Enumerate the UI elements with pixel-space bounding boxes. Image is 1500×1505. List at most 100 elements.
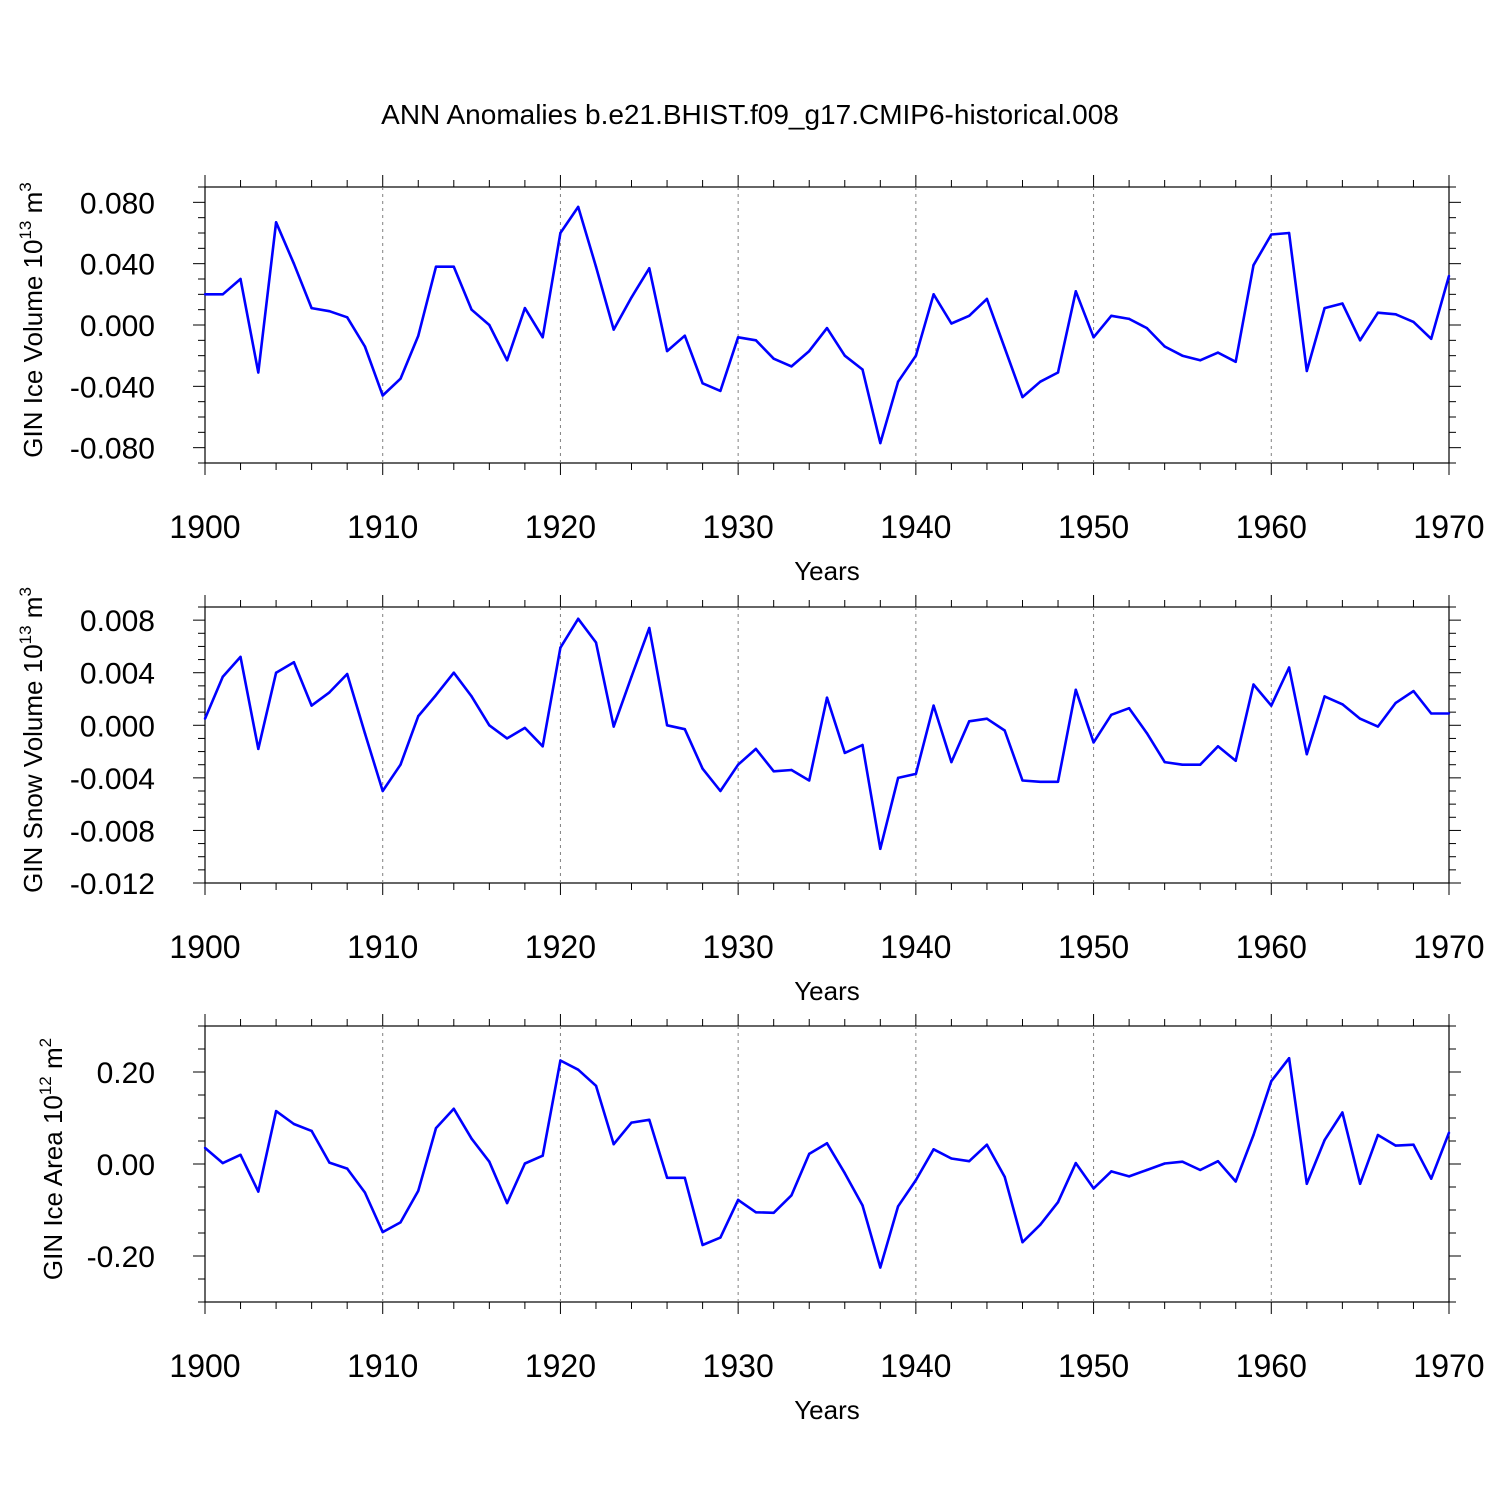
data-point	[1430, 337, 1433, 340]
data-point	[861, 743, 864, 747]
data-point	[488, 724, 491, 727]
data-point	[1110, 713, 1113, 716]
data-point	[1394, 1144, 1397, 1147]
data-point	[1412, 1143, 1415, 1146]
data-point	[1199, 359, 1202, 362]
data-point	[754, 747, 758, 751]
data-point	[328, 1161, 331, 1164]
data-point	[1341, 1111, 1344, 1114]
data-point	[203, 1146, 207, 1150]
data-point	[719, 389, 722, 393]
data-point	[736, 1198, 740, 1202]
data-point	[1216, 351, 1220, 354]
data-point	[1092, 741, 1095, 744]
data-point	[612, 1143, 615, 1146]
x-tick-label: 1970	[1413, 929, 1484, 965]
data-point	[541, 1154, 544, 1157]
x-tick-label: 1970	[1413, 1348, 1484, 1384]
data-point	[861, 368, 864, 371]
data-point	[1252, 264, 1255, 267]
data-point	[719, 789, 722, 793]
data-point	[488, 1160, 491, 1163]
x-tick-label: 1940	[880, 1348, 951, 1384]
data-point	[594, 1084, 598, 1088]
data-point	[808, 349, 811, 353]
data-point	[577, 1068, 580, 1071]
data-point	[648, 1118, 651, 1122]
data-point	[1181, 354, 1184, 357]
data-point	[967, 314, 971, 317]
data-point	[1341, 302, 1344, 305]
x-tick-label: 1920	[525, 1348, 596, 1384]
data-point	[1127, 707, 1131, 710]
data-point	[896, 380, 900, 383]
data-point	[808, 1152, 811, 1156]
x-tick-label: 1910	[347, 1348, 418, 1384]
data-point	[292, 1122, 296, 1126]
y-axis-label: GIN Snow Volume 1013 m3	[16, 587, 48, 893]
y-tick-label: 0.004	[80, 658, 155, 691]
data-point	[381, 1230, 384, 1234]
data-point	[274, 1109, 278, 1113]
data-point	[843, 751, 846, 755]
data-point	[932, 1148, 935, 1151]
x-tick-label: 1900	[169, 509, 240, 545]
data-point	[1270, 233, 1273, 236]
data-point	[1270, 704, 1273, 707]
data-point	[345, 672, 349, 676]
plot-frame	[204, 186, 1450, 464]
x-tick-label: 1970	[1413, 509, 1484, 545]
data-point	[772, 1211, 775, 1214]
data-point	[523, 306, 527, 310]
y-tick-label: 0.00	[97, 1149, 155, 1182]
y-axis-label: GIN Ice Area 1012 m2	[36, 1038, 68, 1280]
data-point	[310, 306, 313, 310]
data-point	[701, 382, 704, 385]
data-point	[452, 1107, 455, 1111]
x-tick-label: 1910	[347, 509, 418, 545]
data-point	[843, 1172, 846, 1175]
data-point	[1252, 1133, 1255, 1137]
data-point	[1216, 1160, 1220, 1163]
data-point	[523, 726, 527, 730]
data-point	[1181, 1160, 1184, 1163]
data-point	[1305, 753, 1309, 756]
data-point	[665, 1176, 669, 1180]
data-point	[452, 265, 455, 268]
data-point	[612, 725, 615, 728]
data-point	[1145, 731, 1149, 735]
data-point	[1163, 1162, 1166, 1165]
data-point	[1163, 760, 1166, 764]
data-point	[879, 1266, 882, 1269]
x-tick-label: 1940	[880, 509, 951, 545]
data-point	[1394, 313, 1397, 316]
data-point	[559, 1059, 562, 1062]
data-point	[470, 308, 473, 311]
data-point	[861, 1204, 864, 1207]
panel-ice-volume: -0.080 -0.040 0.000 0.040 0.080 1900 1910 1920 1…	[16, 175, 1485, 586]
data-point	[701, 767, 704, 770]
data-point	[221, 675, 224, 678]
data-point	[825, 326, 829, 330]
data-point	[345, 1167, 349, 1170]
y-axis-label: GIN Ice Volume 1013 m3	[16, 182, 48, 458]
data-point	[665, 349, 669, 353]
x-tick-label: 1950	[1058, 1348, 1129, 1384]
data-point	[630, 1121, 633, 1124]
data-point	[221, 1161, 224, 1165]
data-point	[932, 704, 935, 707]
data-point	[914, 772, 918, 776]
data-point	[257, 747, 260, 751]
data-point	[1145, 1168, 1149, 1172]
data-point	[541, 745, 544, 748]
data-point	[203, 293, 207, 296]
data-point	[292, 262, 296, 265]
x-tick-label: 1920	[525, 929, 596, 965]
data-point	[1039, 1223, 1042, 1226]
data-point	[1430, 1177, 1433, 1180]
data-point	[914, 354, 918, 357]
data-point	[1270, 1080, 1273, 1083]
data-point	[1394, 701, 1397, 705]
data-point	[239, 1153, 242, 1157]
data-point	[1021, 1241, 1024, 1244]
